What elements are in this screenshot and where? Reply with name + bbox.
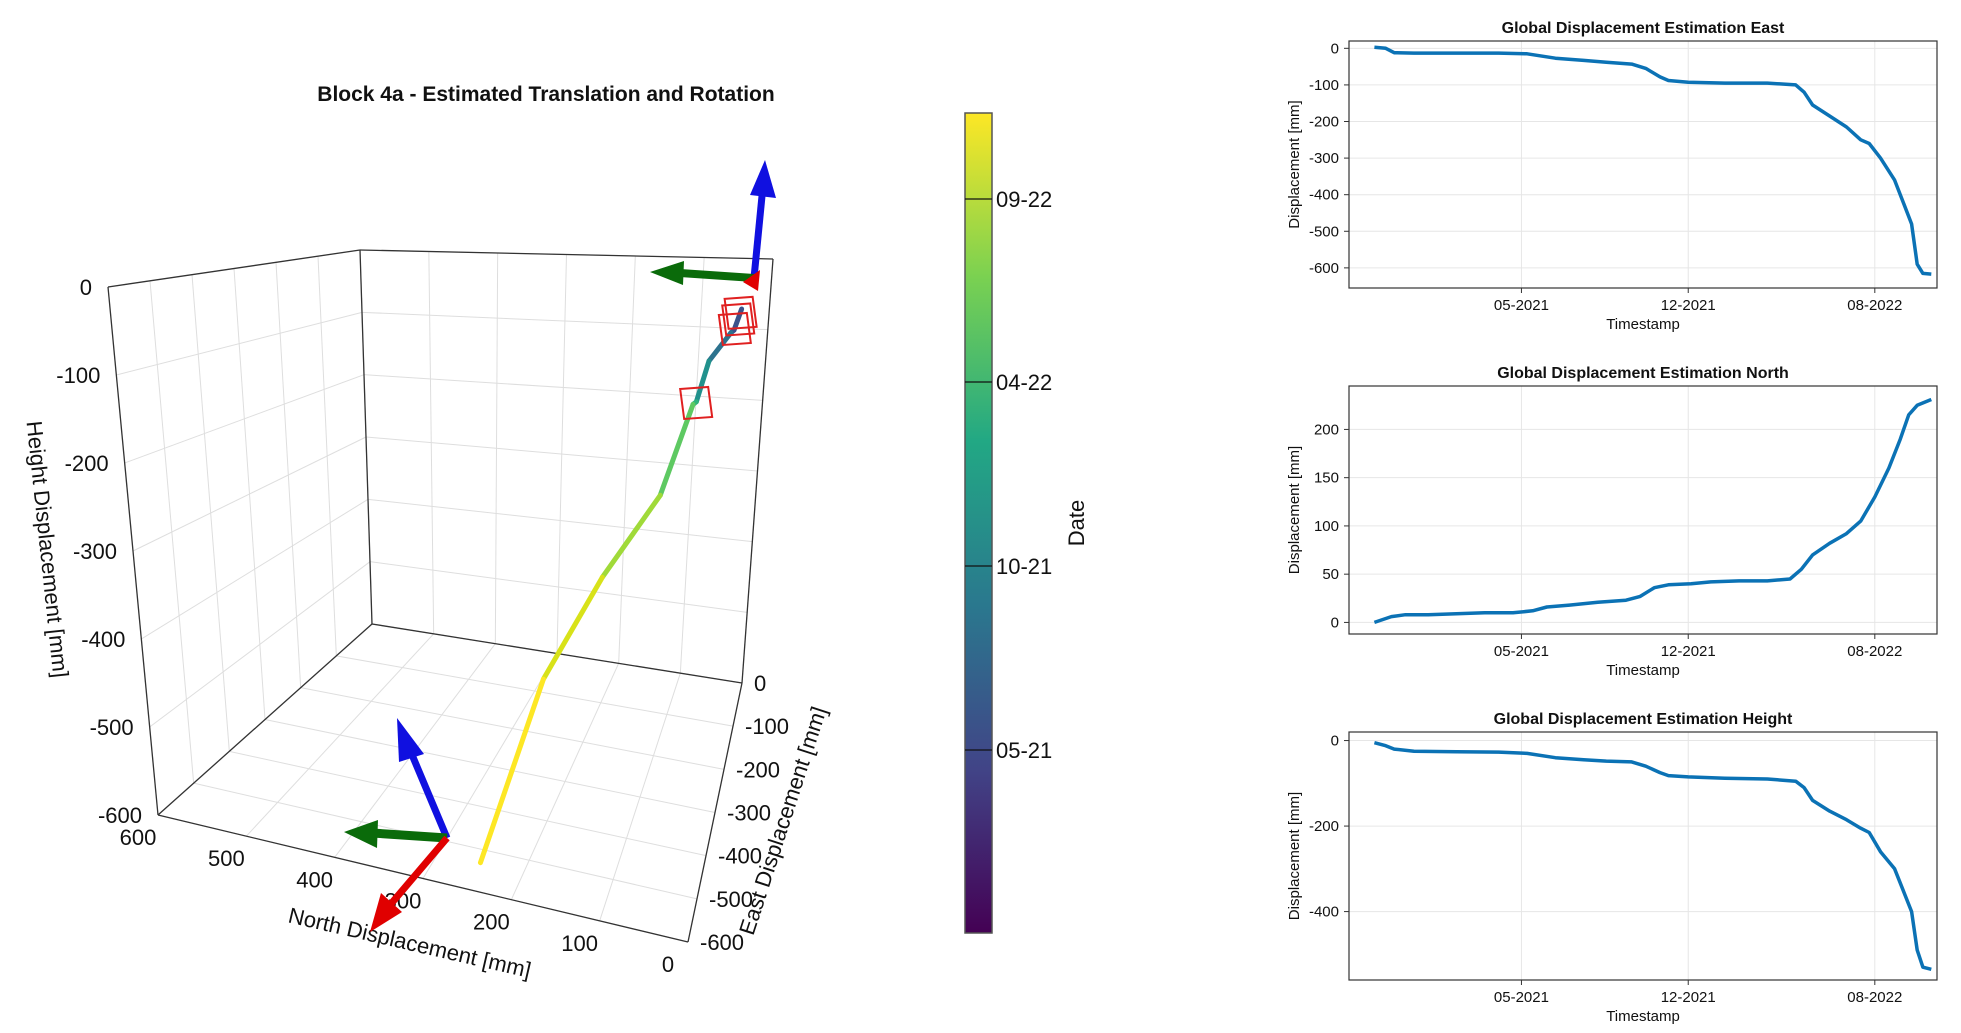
y-tick-label: 100 (1314, 518, 1339, 535)
east-tick-label: -300 (727, 801, 771, 826)
displacement-series-line (1374, 45, 1932, 276)
y-tick-label: -400 (1309, 904, 1339, 921)
colorbar-ticks: 09-22 04-22 10-21 05-21 (965, 187, 1052, 763)
x-tick-label: 12-2021 (1661, 297, 1716, 314)
start-x-arrow-head (370, 893, 402, 932)
tick-labels-3d: 0-100-200-300-400-500-600600500400300200… (56, 275, 789, 977)
y-axis-label: Displacement [mm] (1286, 792, 1303, 920)
rotation-marker (717, 311, 752, 347)
east-tick-label: 0 (754, 671, 766, 696)
plot3d-title: Block 4a - Estimated Translation and Rot… (317, 83, 774, 106)
y-tick-label: -400 (1309, 187, 1339, 204)
x-tick-label: 05-2021 (1494, 297, 1549, 314)
x-tick-label: 12-2021 (1661, 643, 1716, 660)
north-displacement-chart: Global Displacement Estimation North 05-2… (1286, 365, 1938, 679)
north-tick-label: 500 (208, 846, 245, 871)
start-axes-triad (344, 718, 451, 932)
date-colorbar: 09-22 04-22 10-21 05-21 Date (964, 112, 1089, 934)
end-x-arrow-head (743, 270, 760, 291)
y-tick-label: -600 (1309, 260, 1339, 277)
height-tick-label: 0 (80, 275, 92, 300)
y-tick-label: -200 (1309, 114, 1339, 131)
colorbar-tick-label: 05-21 (996, 738, 1052, 763)
y-tick-label: -300 (1309, 150, 1339, 167)
end-axes-triad (650, 160, 776, 291)
end-y-arrow-head (650, 261, 684, 285)
start-y-arrow (371, 828, 448, 843)
back-panes (108, 250, 773, 942)
plot-frame (1348, 40, 1938, 289)
height-tick-label: -300 (73, 539, 117, 564)
east-tick-label: -400 (718, 844, 762, 869)
trajectory-segment (540, 574, 605, 682)
end-z-arrow-head (750, 160, 776, 198)
rotation-markers (679, 295, 758, 421)
x-axis-label: Timestamp (1606, 1008, 1680, 1025)
trajectory-segment (693, 358, 712, 405)
height-tick-label: -100 (56, 363, 100, 388)
start-y-arrow-head (344, 820, 378, 848)
plot-frame (1348, 731, 1938, 981)
y-tick-label: 200 (1314, 421, 1339, 438)
height-tick-label: -200 (65, 451, 109, 476)
end-y-arrow (679, 269, 755, 282)
height-tick-label: -400 (81, 627, 125, 652)
east-displacement-chart: Global Displacement Estimation East 05-20… (1286, 20, 1938, 333)
x-tick-label: 08-2022 (1847, 643, 1902, 660)
trajectory-line (477, 306, 745, 866)
chart-title: Global Displacement Estimation North (1497, 365, 1789, 382)
displacement-series-line (1373, 397, 1932, 625)
displacement-series-line (1373, 741, 1932, 971)
north-tick-label: 600 (120, 825, 157, 850)
x-tick-label: 12-2021 (1661, 989, 1716, 1006)
trajectory-3d-plot: Block 4a - Estimated Translation and Rot… (22, 83, 832, 983)
start-x-arrow (387, 835, 450, 908)
east-tick-label: -200 (736, 757, 780, 782)
end-z-arrow (750, 195, 766, 279)
rotation-marker (723, 295, 758, 330)
colorbar-tick-label: 10-21 (996, 554, 1052, 579)
east-tick-label: -500 (709, 887, 753, 912)
chart-title: Global Displacement Estimation Height (1494, 711, 1793, 728)
trajectory-segment (599, 492, 663, 580)
y-axis-label: Displacement [mm] (1286, 100, 1303, 228)
north-tick-label: 0 (662, 952, 674, 977)
y-tick-label: 150 (1314, 470, 1339, 487)
y-tick-label: 0 (1331, 733, 1339, 750)
trajectory-segment (477, 676, 546, 866)
x-tick-label: 05-2021 (1494, 643, 1549, 660)
x-axis-label: Timestamp (1606, 662, 1680, 679)
north-tick-label: 200 (473, 910, 510, 935)
y-tick-label: -200 (1309, 818, 1339, 835)
chart-title: Global Displacement Estimation East (1502, 20, 1785, 37)
height-displacement-chart: Global Displacement Estimation Height 05-… (1286, 711, 1938, 1025)
rotation-marker (679, 385, 714, 421)
plot-frame (1348, 385, 1938, 635)
x-tick-label: 08-2022 (1847, 989, 1902, 1006)
x-tick-label: 08-2022 (1847, 297, 1902, 314)
east-tick-label: -600 (700, 930, 744, 955)
x-tick-label: 05-2021 (1494, 989, 1549, 1006)
y-axis-label: Displacement [mm] (1286, 446, 1303, 574)
colorbar-tick-label: 04-22 (996, 370, 1052, 395)
height-tick-label: -500 (90, 715, 134, 740)
y-tick-label: -100 (1309, 77, 1339, 94)
colorbar-tick-label: 09-22 (996, 187, 1052, 212)
trajectory-segment (706, 330, 734, 364)
north-tick-label: 400 (296, 867, 333, 892)
colorbar-label: Date (1064, 500, 1089, 546)
x-axis-label: Timestamp (1606, 316, 1680, 333)
east-tick-label: -100 (745, 714, 789, 739)
colorbar-gradient (964, 112, 993, 934)
start-z-arrow-head (397, 718, 424, 762)
rotation-marker (721, 302, 756, 337)
y-tick-label: -500 (1309, 223, 1339, 240)
y-tick-label: 0 (1331, 614, 1339, 631)
y-tick-label: 50 (1322, 566, 1339, 583)
north-tick-label: 100 (561, 931, 598, 956)
start-z-arrow (406, 748, 451, 840)
height-tick-label: -600 (98, 803, 142, 828)
y-tick-label: 0 (1331, 40, 1339, 57)
